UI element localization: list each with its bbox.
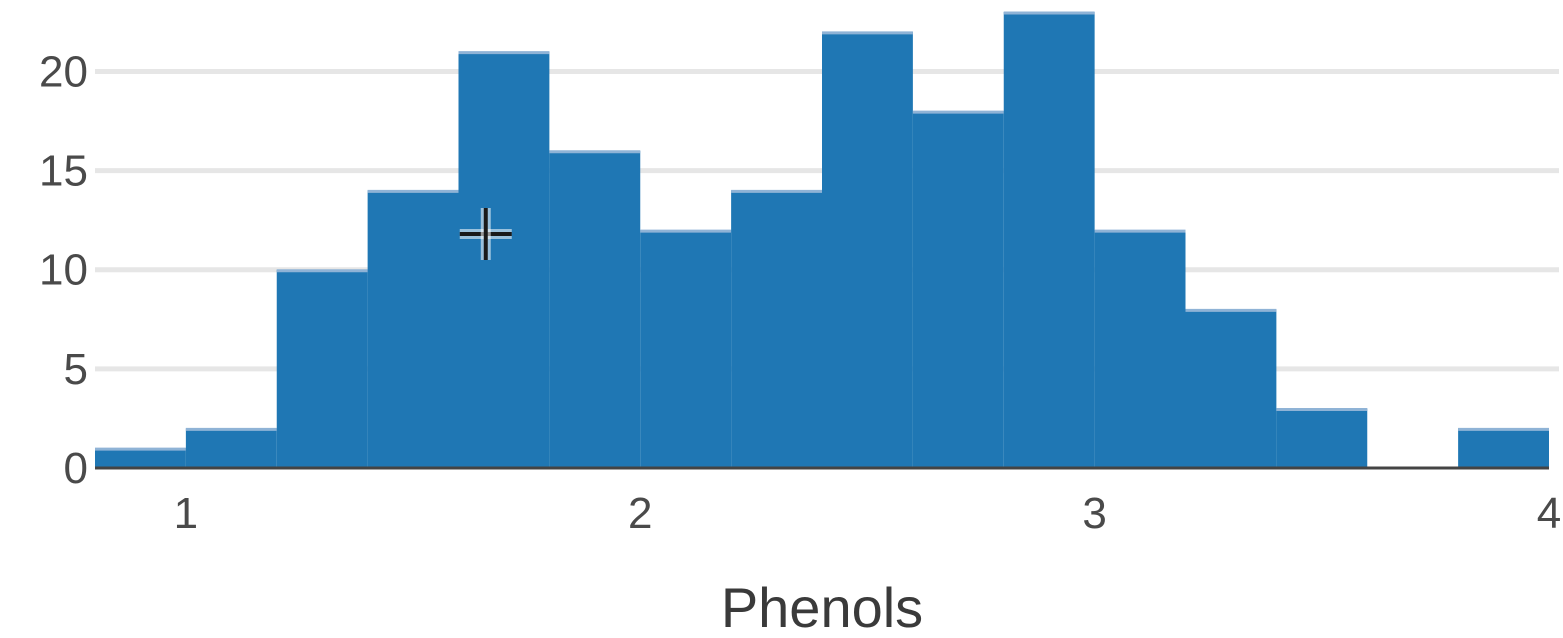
histogram-bar[interactable] xyxy=(640,230,732,468)
x-tick-label: 2 xyxy=(628,489,652,538)
histogram-bar[interactable] xyxy=(549,150,641,469)
x-tick-label: 4 xyxy=(1537,489,1561,538)
y-tick-label: 20 xyxy=(39,47,88,96)
y-tick-label: 5 xyxy=(64,345,88,394)
y-tick-label: 10 xyxy=(39,246,88,295)
y-tick-label: 15 xyxy=(39,147,88,196)
histogram-bar[interactable] xyxy=(731,190,822,468)
y-tick-label: 0 xyxy=(64,444,88,493)
histogram-bar[interactable] xyxy=(822,31,913,469)
histogram-bar[interactable] xyxy=(1094,230,1186,468)
histogram-bar[interactable] xyxy=(367,190,459,468)
histogram-bar[interactable] xyxy=(185,428,277,468)
x-axis-title: Phenols xyxy=(721,576,923,633)
histogram-bar[interactable] xyxy=(95,448,186,468)
x-tick-label: 1 xyxy=(174,489,198,538)
histogram-bar[interactable] xyxy=(276,269,368,468)
axes: 0 5 10 15 20 1 2 3 4 xyxy=(39,47,1561,538)
crosshair-icon xyxy=(459,208,512,261)
histogram-bar[interactable] xyxy=(1458,428,1549,468)
histogram-bar[interactable] xyxy=(1003,12,1095,468)
histogram-bar[interactable] xyxy=(912,111,1004,468)
x-tick-label: 3 xyxy=(1082,489,1106,538)
histogram-bar[interactable] xyxy=(1276,408,1368,468)
histogram-bar[interactable] xyxy=(1185,309,1277,468)
bars[interactable] xyxy=(95,11,1549,469)
histogram-bar[interactable] xyxy=(458,51,550,469)
